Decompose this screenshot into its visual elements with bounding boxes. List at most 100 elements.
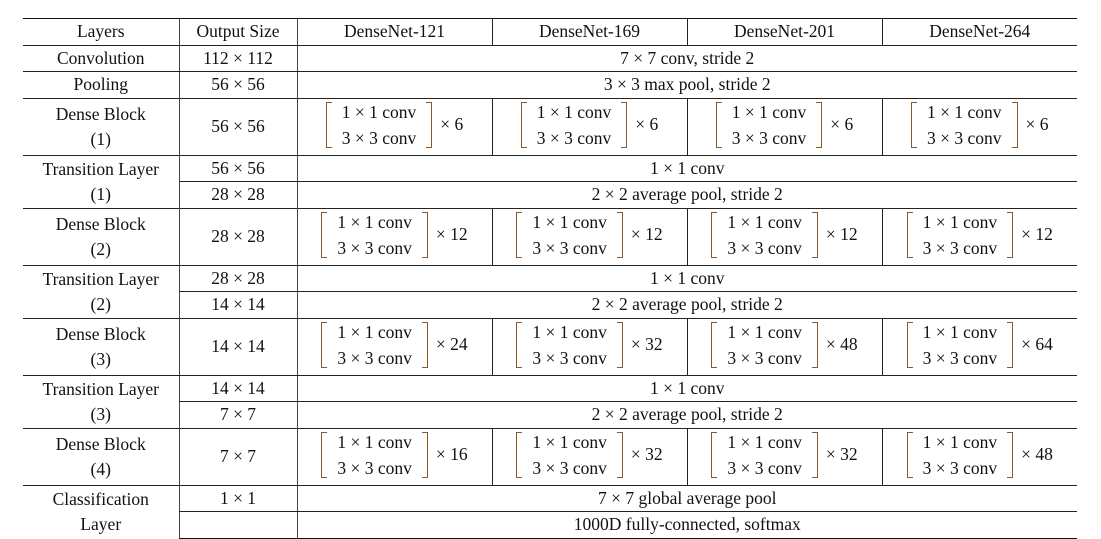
column-header: Output Size bbox=[178, 18, 297, 46]
layer-name: Transition Layer (3) bbox=[23, 375, 179, 429]
output-size: 28 × 28 bbox=[178, 208, 297, 266]
output-size: 56 × 56 bbox=[178, 71, 297, 99]
conv-1x1: 1 × 1 conv bbox=[922, 321, 998, 342]
bracket: 1 × 1 conv 3 × 3 conv bbox=[711, 209, 818, 261]
output-size: 56 × 56 bbox=[178, 155, 297, 182]
repeat-count: × 48 bbox=[1021, 444, 1053, 464]
layer-name: Transition Layer (1) bbox=[23, 155, 179, 209]
bracket: 1 × 1 conv 3 × 3 conv bbox=[516, 319, 623, 371]
layer-description: 3 × 3 max pool, stride 2 bbox=[296, 71, 1077, 99]
column-header: DenseNet-264 bbox=[881, 18, 1077, 46]
conv-1x1: 1 × 1 conv bbox=[337, 321, 412, 342]
layer-name: Convolution bbox=[23, 45, 179, 72]
repeat-count: × 32 bbox=[630, 334, 663, 354]
repeat-count: × 6 bbox=[635, 114, 659, 134]
table-row: Transition Layer (1) 56 × 56 1 × 1 conv bbox=[23, 155, 1077, 209]
dense-block-config: 1 × 1 conv 3 × 3 conv × 12 bbox=[686, 208, 882, 266]
dense-block-config: 1 × 1 conv 3 × 3 conv × 48 bbox=[881, 428, 1077, 486]
repeat-count: × 12 bbox=[630, 224, 663, 244]
repeat-count: × 12 bbox=[825, 224, 858, 244]
layer-description: 7 × 7 global average pool bbox=[296, 485, 1077, 512]
conv-3x3: 3 × 3 conv bbox=[532, 237, 607, 258]
output-size bbox=[178, 511, 297, 539]
conv-3x3: 3 × 3 conv bbox=[337, 457, 412, 478]
bracket: 1 × 1 conv 3 × 3 conv bbox=[711, 429, 818, 481]
layer-name-line2: Layer bbox=[80, 513, 122, 534]
table-row: 14 × 14 2 × 2 average pool, stride 2 bbox=[23, 291, 1077, 319]
column-header: Layers bbox=[23, 18, 179, 46]
layer-description: 1 × 1 conv bbox=[296, 155, 1077, 182]
layer-name: Classification Layer bbox=[23, 485, 179, 538]
bracket: 1 × 1 conv 3 × 3 conv bbox=[520, 99, 628, 151]
conv-1x1: 1 × 1 conv bbox=[731, 101, 807, 122]
output-size: 112 × 112 bbox=[178, 45, 297, 72]
layer-name: Dense Block (4) bbox=[23, 428, 179, 486]
repeat-count: × 24 bbox=[435, 334, 468, 354]
conv-3x3: 3 × 3 conv bbox=[532, 347, 607, 368]
layer-name-line2: (4) bbox=[90, 458, 111, 479]
dense-block-config: 1 × 1 conv 3 × 3 conv × 6 bbox=[881, 98, 1077, 156]
conv-3x3: 3 × 3 conv bbox=[337, 347, 412, 368]
bracket: 1 × 1 conv 3 × 3 conv bbox=[321, 319, 428, 371]
repeat-count: × 64 bbox=[1021, 334, 1053, 354]
output-size: 7 × 7 bbox=[178, 428, 297, 486]
layer-name-line1: Transition Layer bbox=[42, 378, 160, 399]
output-size: 28 × 28 bbox=[178, 265, 297, 292]
conv-1x1: 1 × 1 conv bbox=[727, 211, 802, 232]
conv-3x3: 3 × 3 conv bbox=[922, 457, 998, 478]
bracket: 1 × 1 conv 3 × 3 conv bbox=[906, 209, 1014, 261]
conv-1x1: 1 × 1 conv bbox=[532, 211, 607, 232]
layer-name-line2: (3) bbox=[90, 403, 111, 424]
layer-name-line2: (1) bbox=[90, 128, 111, 149]
conv-1x1: 1 × 1 conv bbox=[337, 211, 412, 232]
conv-1x1: 1 × 1 conv bbox=[926, 101, 1002, 122]
conv-1x1: 1 × 1 conv bbox=[922, 211, 998, 232]
dense-block-config: 1 × 1 conv 3 × 3 conv × 6 bbox=[686, 98, 882, 156]
dense-block-config: 1 × 1 conv 3 × 3 conv × 32 bbox=[491, 428, 687, 486]
conv-1x1: 1 × 1 conv bbox=[922, 431, 998, 452]
layer-name-line1: Transition Layer bbox=[42, 268, 160, 289]
densenet-architecture-table: Layers Output Size DenseNet-121 DenseNet-16… bbox=[23, 18, 1077, 539]
dense-block-config: 1 × 1 conv 3 × 3 conv × 6 bbox=[296, 98, 492, 156]
bracket: 1 × 1 conv 3 × 3 conv bbox=[906, 319, 1014, 371]
column-header: DenseNet-121 bbox=[296, 18, 492, 46]
layer-name: Dense Block (3) bbox=[23, 318, 179, 376]
dense-block-config: 1 × 1 conv 3 × 3 conv × 32 bbox=[686, 428, 882, 486]
dense-block-config: 1 × 1 conv 3 × 3 conv × 6 bbox=[491, 98, 687, 156]
output-size: 28 × 28 bbox=[178, 181, 297, 209]
bracket: 1 × 1 conv 3 × 3 conv bbox=[910, 99, 1018, 151]
conv-1x1: 1 × 1 conv bbox=[532, 431, 607, 452]
layer-description: 1 × 1 conv bbox=[296, 265, 1077, 292]
layer-name-line1: Dense Block bbox=[55, 213, 146, 234]
output-size: 1 × 1 bbox=[178, 485, 297, 512]
output-size: 56 × 56 bbox=[178, 98, 297, 156]
bracket: 1 × 1 conv 3 × 3 conv bbox=[711, 319, 818, 371]
layer-name: Pooling bbox=[23, 71, 179, 99]
layer-name-line1: Dense Block bbox=[55, 103, 146, 124]
table-row: Pooling 56 × 56 3 × 3 max pool, stride 2 bbox=[23, 71, 1077, 99]
conv-1x1: 1 × 1 conv bbox=[337, 431, 412, 452]
conv-3x3: 3 × 3 conv bbox=[727, 347, 802, 368]
dense-block-config: 1 × 1 conv 3 × 3 conv × 48 bbox=[686, 318, 882, 376]
conv-1x1: 1 × 1 conv bbox=[727, 431, 802, 452]
bracket: 1 × 1 conv 3 × 3 conv bbox=[516, 209, 623, 261]
layer-description: 1000D fully-connected, softmax bbox=[296, 511, 1077, 539]
column-header: DenseNet-201 bbox=[686, 18, 882, 46]
dense-block-config: 1 × 1 conv 3 × 3 conv × 16 bbox=[296, 428, 492, 486]
layer-name-line2: (2) bbox=[90, 238, 111, 259]
layer-name-line1: Dense Block bbox=[55, 323, 146, 344]
layer-name-line1: Transition Layer bbox=[42, 158, 160, 179]
table-row: Transition Layer (2) 28 × 28 1 × 1 conv bbox=[23, 265, 1077, 319]
layer-name-line2: (2) bbox=[90, 293, 111, 314]
table-row: Convolution 112 × 112 7 × 7 conv, stride 2 bbox=[23, 45, 1077, 72]
repeat-count: × 16 bbox=[435, 444, 468, 464]
layer-description: 2 × 2 average pool, stride 2 bbox=[296, 291, 1077, 319]
layer-description: 7 × 7 conv, stride 2 bbox=[296, 45, 1077, 72]
repeat-count: × 6 bbox=[440, 114, 464, 134]
dense-block-config: 1 × 1 conv 3 × 3 conv × 12 bbox=[296, 208, 492, 266]
conv-3x3: 3 × 3 conv bbox=[926, 127, 1002, 148]
output-size: 14 × 14 bbox=[178, 291, 297, 319]
conv-3x3: 3 × 3 conv bbox=[337, 237, 412, 258]
